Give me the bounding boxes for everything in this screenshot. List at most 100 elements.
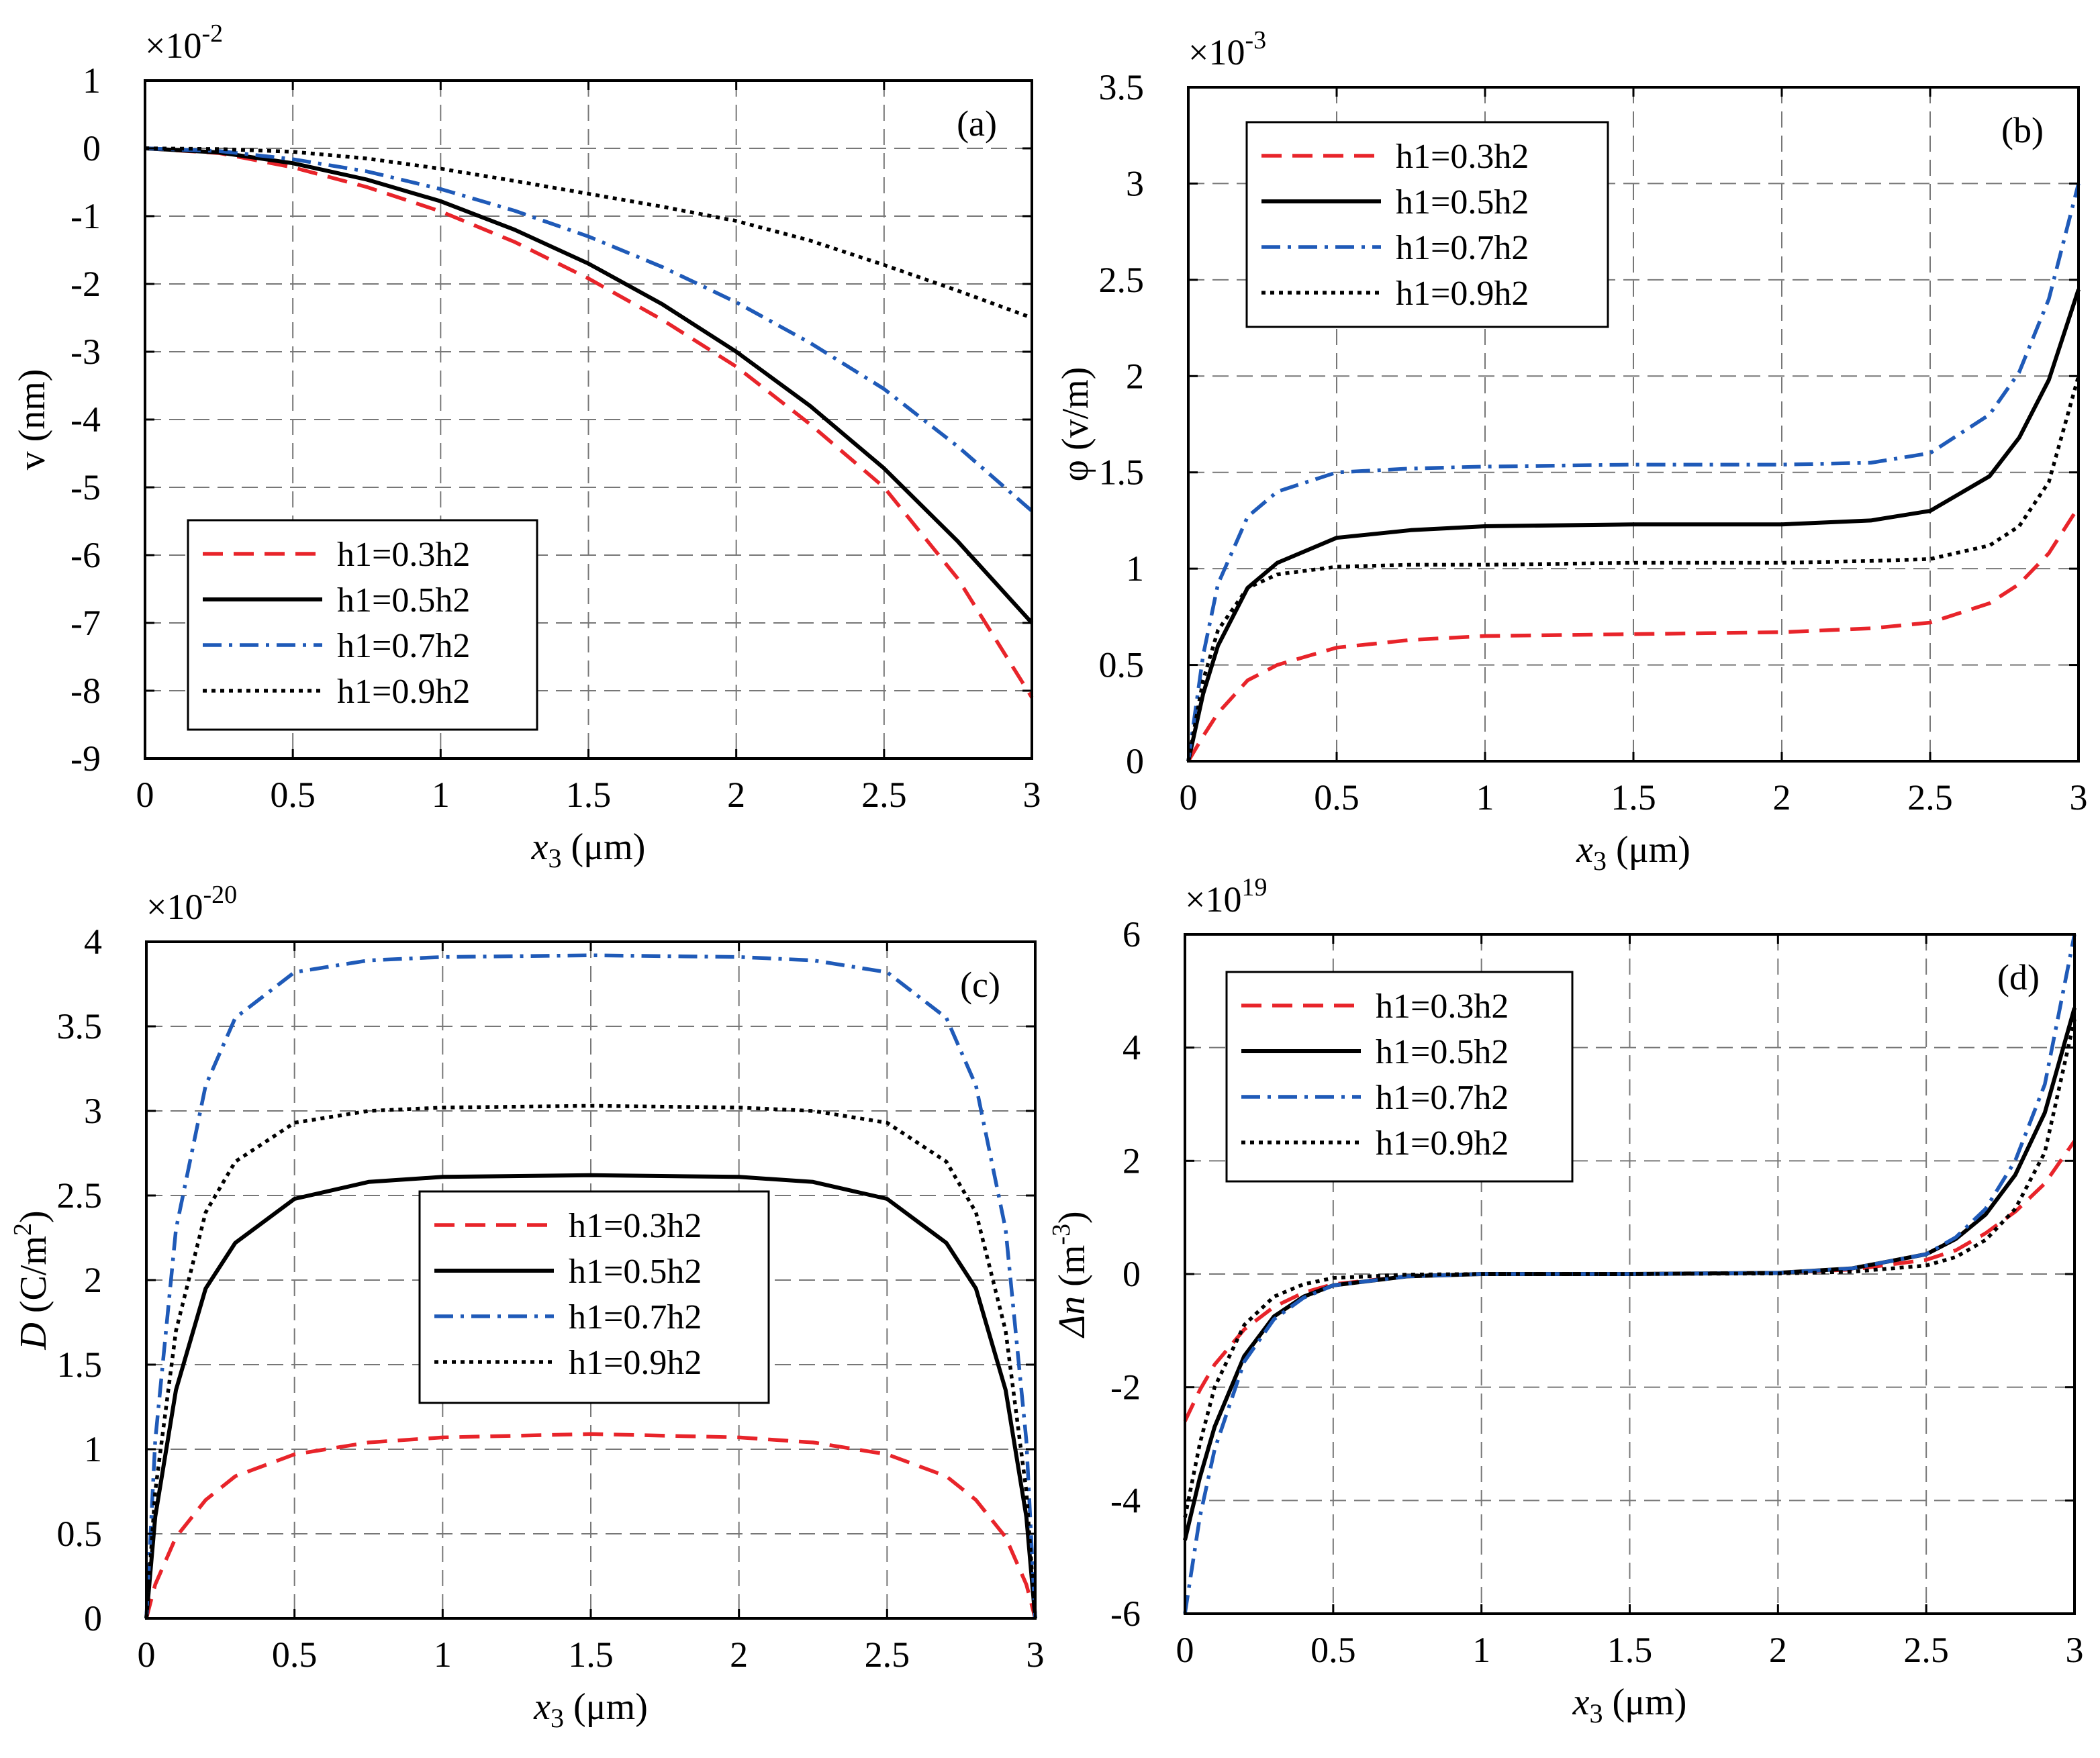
x-tick-label: 2.5 — [861, 775, 907, 815]
legend-label: h1=0.9h2 — [1376, 1124, 1509, 1163]
series-line-h1=0.9h2 — [144, 146, 1033, 320]
exponent-power: -20 — [203, 881, 237, 909]
y-tick-label: 4 — [1123, 1028, 1141, 1068]
x-tick-label: 2 — [727, 775, 745, 815]
axis-exponent: ×1019 — [1185, 873, 1267, 920]
y-tick-label: 2.5 — [57, 1175, 103, 1216]
x-tick-label: 0.5 — [1314, 777, 1359, 818]
y-axis-label: Δn (m-3) — [1047, 1211, 1093, 1338]
x-axis-var: x — [1572, 1681, 1590, 1723]
x-axis-label: x3 (μm) — [1572, 1681, 1687, 1728]
x-axis-sub: 3 — [1593, 846, 1607, 876]
series-line-h1=0.3h2 — [144, 146, 1034, 699]
panel-label: (d) — [1997, 957, 2040, 997]
x-tick-label: 1.5 — [1607, 1630, 1653, 1670]
x-tick-label: 2 — [1769, 1630, 1787, 1670]
series-line-h1=0.9h2 — [1183, 1018, 2077, 1518]
x-tick-label: 1 — [432, 775, 450, 815]
y-tick-label: 0 — [84, 1598, 102, 1639]
y-axis-var: Δn — [1051, 1287, 1093, 1338]
x-axis-sub: 3 — [551, 1703, 564, 1733]
legend-label: h1=0.5h2 — [1396, 183, 1529, 222]
y-tick-label: -3 — [70, 332, 101, 372]
y-tick-label: 0 — [83, 128, 101, 168]
y-tick-label: -6 — [70, 535, 101, 575]
x-tick-label: 0 — [1180, 777, 1198, 818]
x-tick-label: 2.5 — [865, 1634, 910, 1675]
series-line-h1=0.3h2 — [1186, 505, 2081, 763]
y-axis-close: ) — [1051, 1211, 1093, 1224]
y-tick-label: 4 — [84, 922, 102, 962]
exponent-base: ×10 — [1185, 879, 1241, 920]
x-tick-label: 0.5 — [270, 775, 316, 815]
legend-label: h1=0.7h2 — [569, 1298, 702, 1336]
y-tick-label: 2 — [1126, 356, 1144, 396]
legend-label: h1=0.3h2 — [337, 536, 470, 574]
panel-label: (c) — [960, 965, 1000, 1005]
y-axis-label: φ (v/m) — [1055, 367, 1096, 482]
x-tick-label: 1 — [434, 1634, 452, 1675]
y-tick-label: 3.5 — [1099, 67, 1145, 107]
x-tick-label: 3 — [1027, 1634, 1045, 1675]
legend: h1=0.3h2 h1=0.5h2 h1=0.7h2 h1=0.9h2 — [1245, 121, 1609, 328]
x-tick-label: 3 — [1023, 775, 1041, 815]
x-tick-label: 0.5 — [1310, 1630, 1356, 1670]
x-tick-label: 1 — [1476, 777, 1494, 818]
exponent-base: ×10 — [145, 26, 201, 66]
series-line-h1=0.7h2 — [144, 953, 1037, 1619]
x-tick-label: 0 — [136, 775, 154, 815]
x-tick-label: 2 — [1773, 777, 1791, 818]
y-axis-unit: (C/m — [13, 1236, 54, 1313]
series-line-h1=0.5h2 — [144, 146, 1034, 625]
series-line-h1=0.5h2 — [144, 1173, 1037, 1619]
legend-label: h1=0.3h2 — [569, 1207, 702, 1245]
legend-label: h1=0.9h2 — [1396, 275, 1529, 313]
y-tick-label: 1 — [1126, 548, 1144, 589]
legend-label: h1=0.7h2 — [1396, 229, 1529, 267]
x-tick-label: 1.5 — [1611, 777, 1656, 818]
series-line-h1=0.7h2 — [144, 146, 1033, 513]
legend-label: h1=0.5h2 — [337, 581, 470, 620]
panel-label: (a) — [957, 103, 997, 144]
series-line-h1=0.5h2 — [1186, 289, 2081, 762]
axis-exponent: ×10-2 — [145, 19, 223, 66]
x-axis-var: x — [1576, 829, 1593, 871]
legend: h1=0.3h2 h1=0.5h2 h1=0.7h2 h1=0.9h2 — [418, 1190, 770, 1404]
x-tick-label: 3 — [2066, 1630, 2084, 1670]
series-line-h1=0.9h2 — [1186, 375, 2081, 762]
axis-exponent: ×10-20 — [146, 881, 237, 927]
y-tick-label: -2 — [1110, 1367, 1141, 1408]
exponent-power: -3 — [1245, 26, 1266, 54]
panel-b: 0 0.5 1 1.5 2 2.5 3 0 0.5 1 1.5 2 2.5 3 3.5 ×10-3 (b) x3 … — [1055, 26, 2088, 876]
exponent-power: 19 — [1241, 873, 1267, 901]
x-tick-label: 3 — [2070, 777, 2088, 818]
legend-label: h1=0.9h2 — [569, 1344, 702, 1382]
y-tick-label: -8 — [70, 671, 101, 711]
y-tick-label: 2 — [1123, 1140, 1141, 1181]
x-axis-label: x3 (μm) — [533, 1686, 648, 1733]
y-axis-unit: (m — [1051, 1245, 1093, 1287]
exponent-base: ×10 — [146, 887, 203, 927]
y-tick-label: 2 — [84, 1260, 102, 1300]
y-tick-label: -2 — [70, 264, 101, 304]
legend-label: h1=0.7h2 — [1376, 1079, 1509, 1117]
y-tick-label: -4 — [70, 399, 101, 440]
y-tick-label: 6 — [1123, 914, 1141, 955]
x-axis-var: x — [533, 1686, 551, 1728]
y-tick-label: -1 — [70, 196, 101, 236]
x-axis-sub: 3 — [1589, 1698, 1603, 1728]
y-tick-label: -9 — [70, 738, 101, 779]
panel-c: 0 0.5 1 1.5 2 2.5 3 0 0.5 1 1.5 2 2.5 3 3.5 4 ×10-20 (c) x… — [9, 881, 1045, 1733]
y-axis-label: D (C/m2) — [9, 1210, 54, 1350]
y-tick-label: 1.5 — [1099, 452, 1145, 493]
y-tick-label: 0 — [1123, 1254, 1141, 1294]
legend-label: h1=0.3h2 — [1376, 987, 1509, 1026]
series-line-h1=0.3h2 — [144, 1432, 1037, 1619]
exponent-base: ×10 — [1188, 32, 1245, 72]
y-tick-label: 3 — [84, 1091, 102, 1131]
series-line-h1=0.7h2 — [1183, 934, 2077, 1614]
x-axis-unit: (μm) — [1607, 829, 1690, 871]
legend-label: h1=0.5h2 — [569, 1253, 702, 1291]
legend-label: h1=0.3h2 — [1396, 138, 1529, 176]
